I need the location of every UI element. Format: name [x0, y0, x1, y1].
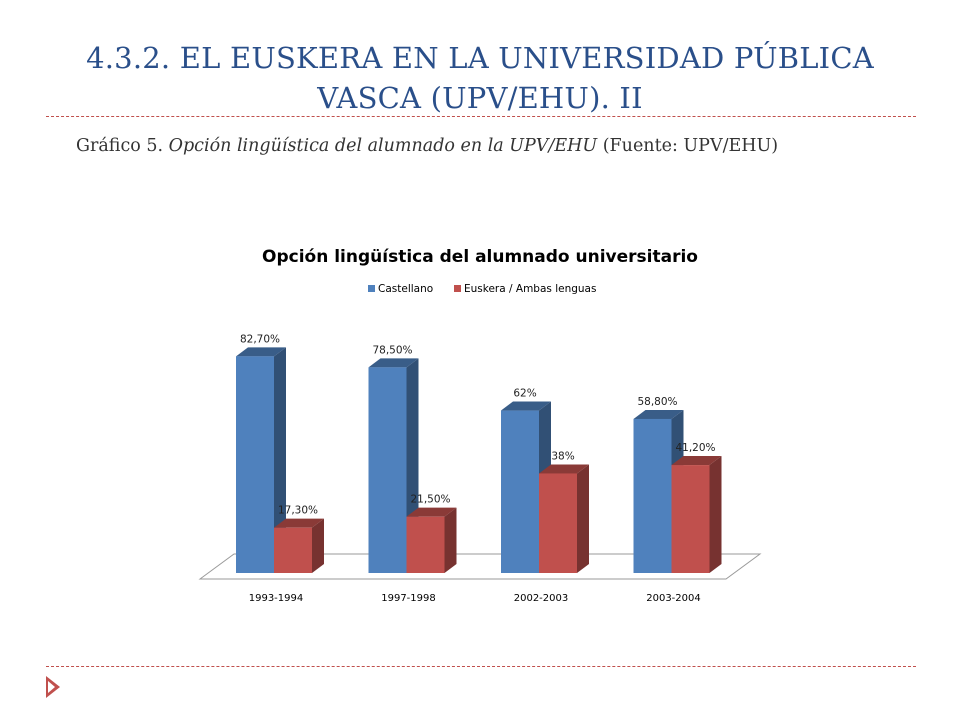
- bar-front: [274, 527, 312, 573]
- bar-front: [236, 356, 274, 573]
- chart-data-labels: 82,70% 17,30% 78,50% 21,50% 62% 38% 58,80% 41,2…: [240, 333, 716, 516]
- bar-front: [368, 367, 407, 573]
- bar-euskera-1993-1994: [274, 518, 324, 573]
- bar-side: [444, 507, 457, 573]
- footer-divider: [46, 666, 916, 667]
- bar-top: [501, 401, 551, 411]
- data-label: 41,20%: [675, 442, 715, 454]
- bar-top: [633, 409, 684, 419]
- chart-caption: Gráfico 5. Opción lingüística del alumna…: [76, 136, 936, 156]
- data-label: 82,70%: [240, 333, 280, 345]
- bar-front: [501, 410, 539, 573]
- bar-top: [671, 456, 722, 466]
- chart-floor-plane: [198, 553, 762, 580]
- bar-front: [633, 418, 672, 573]
- data-label: 78,50%: [372, 344, 412, 356]
- bar-euskera-2003-2004: [671, 456, 722, 573]
- x-tick-label: 1997-1998: [381, 593, 436, 604]
- legend-swatch: [454, 285, 461, 292]
- bar-side: [577, 464, 589, 573]
- data-label: 17,30%: [278, 505, 318, 517]
- bar-top: [539, 464, 589, 474]
- title-divider: [46, 116, 916, 117]
- bar-euskera-1997-1998: [406, 507, 457, 573]
- bar-side: [312, 518, 324, 573]
- chart-legend: Castellano Euskera / Ambas lenguas: [368, 283, 596, 295]
- bar-top: [368, 358, 419, 368]
- bar-front: [539, 473, 577, 573]
- caption-suffix: (Fuente: UPV/EHU): [597, 136, 779, 156]
- bar-top: [406, 507, 457, 517]
- bar-top: [274, 518, 324, 528]
- chart-floor: [198, 553, 762, 580]
- data-label: 38%: [551, 450, 574, 462]
- x-tick-label: 2002-2003: [514, 593, 569, 604]
- bar-front: [406, 516, 445, 573]
- legend-label: Euskera / Ambas lenguas: [464, 283, 596, 295]
- bar-euskera-2002-2003: [539, 464, 589, 573]
- bar-side: [709, 456, 722, 573]
- legend-swatch: [368, 285, 375, 292]
- bar-side: [274, 347, 286, 573]
- chart-bars: [236, 347, 722, 573]
- bar-front: [671, 465, 710, 573]
- legend-label: Castellano: [378, 283, 433, 295]
- bar-top: [236, 347, 286, 357]
- chart-x-axis: 1993-1994 1997-1998 2002-2003 2003-2004: [249, 593, 701, 604]
- data-label: 62%: [513, 388, 536, 400]
- data-label: 21,50%: [410, 494, 450, 506]
- data-label: 58,80%: [637, 396, 677, 408]
- caption-italic: Opción lingüística del alumnado en la UP…: [168, 136, 598, 156]
- bullet-arrow-icon: [46, 676, 60, 698]
- x-tick-label: 1993-1994: [249, 593, 304, 604]
- slide-title: 4.3.2. EL EUSKERA EN LA UNIVERSIDAD PÚBL…: [86, 41, 874, 115]
- chart-title: Opción lingüística del alumnado universi…: [262, 247, 698, 267]
- x-tick-label: 2003-2004: [646, 593, 701, 604]
- bar-castellano-1993-1994: [236, 347, 286, 573]
- caption-prefix: Gráfico 5.: [76, 136, 169, 156]
